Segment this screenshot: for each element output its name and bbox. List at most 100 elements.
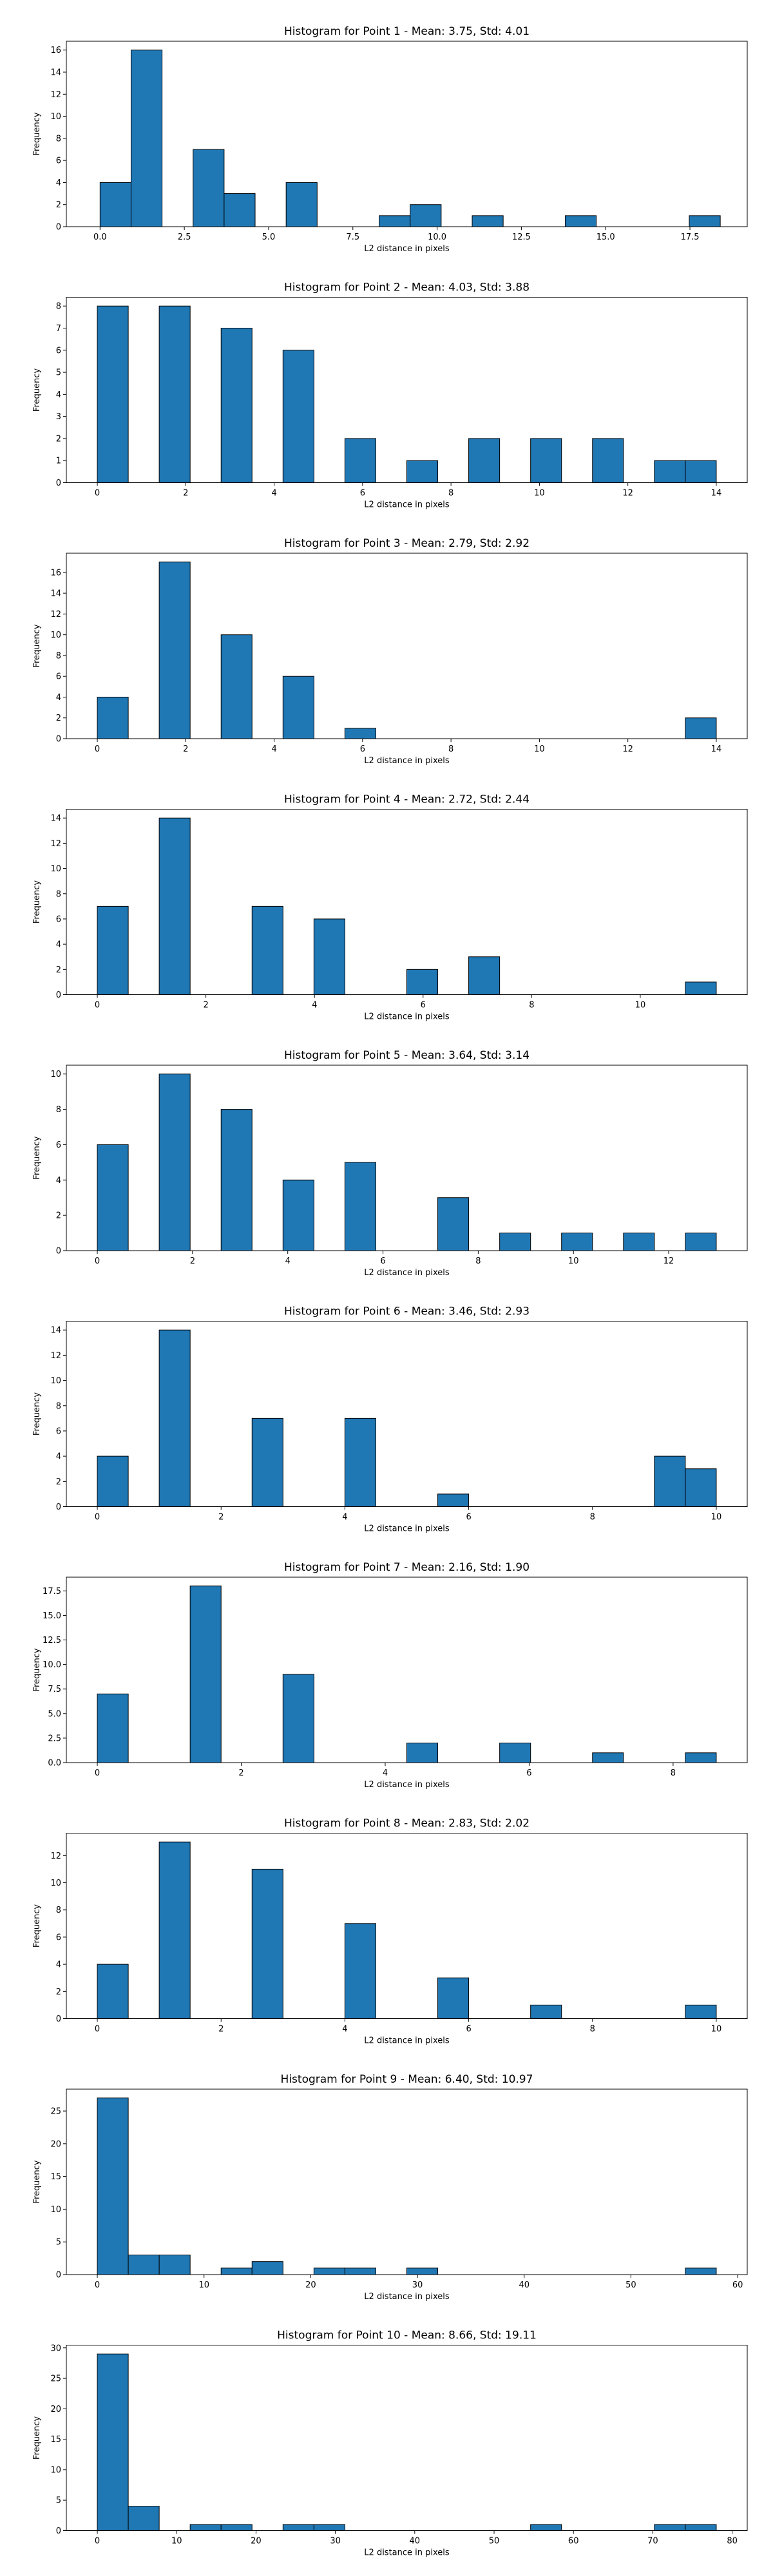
x-tick-label: 4: [342, 1513, 347, 1522]
x-tick-label: 10: [534, 489, 545, 498]
x-tick-label: 0: [95, 744, 100, 754]
x-tick-label: 0: [95, 2025, 100, 2034]
histogram-bar: [344, 1923, 376, 2020]
y-tick-label: 10: [50, 1879, 61, 1888]
y-tick-label: 2: [56, 714, 61, 723]
axes-frame: [66, 1321, 748, 1507]
histogram-bar: [410, 204, 442, 227]
histogram-bar: [472, 215, 504, 227]
histogram-bar: [128, 2255, 160, 2275]
histogram-bar: [468, 438, 501, 483]
x-tick-label: 10: [635, 1001, 646, 1010]
x-tick-label: 0: [95, 1256, 100, 1266]
histogram-bar: [685, 717, 717, 739]
histogram-bar: [130, 50, 163, 227]
y-tick-label: 0: [56, 1502, 61, 1512]
x-tick-label: 2: [183, 489, 188, 498]
axes-frame: [66, 1577, 748, 1763]
histogram-bar: [344, 2268, 376, 2275]
chart-title: Histogram for Point 3 - Mean: 2.79, Std:…: [284, 537, 530, 550]
histogram-bar: [193, 149, 225, 227]
y-tick-label: 10: [50, 2205, 61, 2215]
histogram-bar: [685, 1233, 717, 1251]
histogram-bar: [437, 1977, 470, 2019]
histogram-chart-7: 0 2 4 6 8 0.0 2.5 5.0 7.5 10.0 12.5 15.0 17.5 Histogr…: [32, 1561, 748, 1790]
y-tick-label: 12: [50, 610, 61, 620]
y-tick-label: 0: [56, 2271, 61, 2280]
x-tick-label: 6: [526, 1768, 531, 1778]
histogram-bar: [654, 460, 686, 484]
y-axis-label: Frequency: [32, 880, 42, 923]
x-tick-label: 12: [622, 744, 633, 754]
axes-frame: [66, 809, 748, 995]
y-tick-label: 12: [50, 839, 61, 849]
chart-title: Histogram for Point 2 - Mean: 4.03, Std:…: [284, 281, 530, 294]
x-tick-label: 8: [590, 1513, 595, 1522]
y-tick-label: 5: [56, 2238, 61, 2248]
y-axis-label: Frequency: [32, 2416, 42, 2459]
chart-title: Histogram for Point 5 - Mean: 3.64, Std:…: [284, 1049, 530, 1062]
histogram-bar: [97, 2098, 129, 2275]
x-tick-label: 4: [271, 489, 276, 498]
y-axis-label: Frequency: [32, 1392, 42, 1435]
x-tick-label: 40: [519, 2280, 530, 2290]
y-tick-label: 10.0: [43, 1660, 61, 1670]
y-tick-label: 6: [56, 672, 61, 682]
y-tick-label: 10: [50, 1376, 61, 1386]
y-tick-label: 8: [56, 651, 61, 661]
x-axis-label: L2 distance in pixels: [364, 2292, 450, 2302]
x-tick-label: 15.0: [596, 232, 615, 242]
y-tick-label: 2: [56, 200, 61, 210]
x-tick-label: 5.0: [262, 232, 276, 242]
histogram-bar: [251, 905, 283, 995]
histogram-bar: [530, 2004, 562, 2019]
histogram-bar: [251, 1868, 283, 2019]
x-tick-label: 7.5: [346, 232, 359, 242]
y-tick-label: 1: [56, 457, 61, 466]
histogram-bar: [220, 1109, 253, 1251]
histogram-chart-8: 0 2 4 6 8 10 0 2 4 6 8 10 12 Histogram for Point 8 - …: [32, 1817, 748, 2046]
histogram-bar: [220, 2268, 253, 2275]
histogram-bar: [99, 182, 131, 227]
x-tick-label: 6: [360, 489, 365, 498]
x-tick-label: 2: [218, 2025, 224, 2034]
x-tick-label: 0: [95, 1768, 100, 1778]
y-tick-label: 2: [56, 1477, 61, 1487]
y-tick-label: 4: [56, 940, 61, 950]
x-tick-label: 70: [647, 2537, 658, 2546]
x-tick-label: 12: [663, 1256, 674, 1266]
chart-title: Histogram for Point 6 - Mean: 3.46, Std:…: [284, 1305, 530, 1318]
x-tick-label: 20: [251, 2537, 262, 2546]
histogram-bar: [97, 905, 129, 995]
histogram-chart-9: 0 10 20 30 40 50 60 0 5 10 15 20 25 Histogram for Poi…: [32, 2073, 748, 2302]
histogram-bar: [313, 2268, 345, 2275]
y-axis-label: Frequency: [32, 1136, 42, 1179]
x-tick-label: 12.5: [512, 232, 531, 242]
histogram-bar: [685, 2524, 717, 2532]
x-tick-label: 10.0: [428, 232, 446, 242]
y-tick-label: 0.0: [48, 1759, 61, 1768]
y-axis-label: Frequency: [32, 1648, 42, 1691]
histogram-bar: [282, 2524, 314, 2532]
histogram-bar: [499, 1233, 531, 1251]
axes-frame: [66, 297, 748, 483]
x-axis-label: L2 distance in pixels: [364, 2036, 450, 2046]
x-tick-label: 0: [95, 1513, 100, 1522]
histogram-bar: [282, 1179, 314, 1251]
y-tick-label: 15: [50, 2435, 61, 2445]
y-tick-label: 25: [50, 2107, 61, 2117]
histogram-chart-1: 0.0 2.5 5.0 7.5 10.0 12.5 15.0 17.5 0 2 4 6 8 10 12 14 1…: [32, 25, 748, 254]
histogram-chart-3: 0 2 4 6 8 10 12 14 0 2 4 6 8 10 12 14 16 Histogram for Po…: [32, 537, 748, 766]
histogram-bar: [685, 2268, 717, 2275]
histogram-bar: [282, 1674, 314, 1763]
y-axis-label: Frequency: [32, 112, 42, 155]
x-tick-label: 17.5: [681, 232, 700, 242]
x-axis-label: L2 distance in pixels: [364, 2548, 450, 2558]
y-tick-label: 8: [56, 134, 61, 144]
x-axis-label: L2 distance in pixels: [364, 500, 450, 510]
histogram-bar: [437, 1197, 470, 1251]
histogram-bar: [344, 438, 376, 483]
y-tick-label: 5: [56, 2496, 61, 2506]
